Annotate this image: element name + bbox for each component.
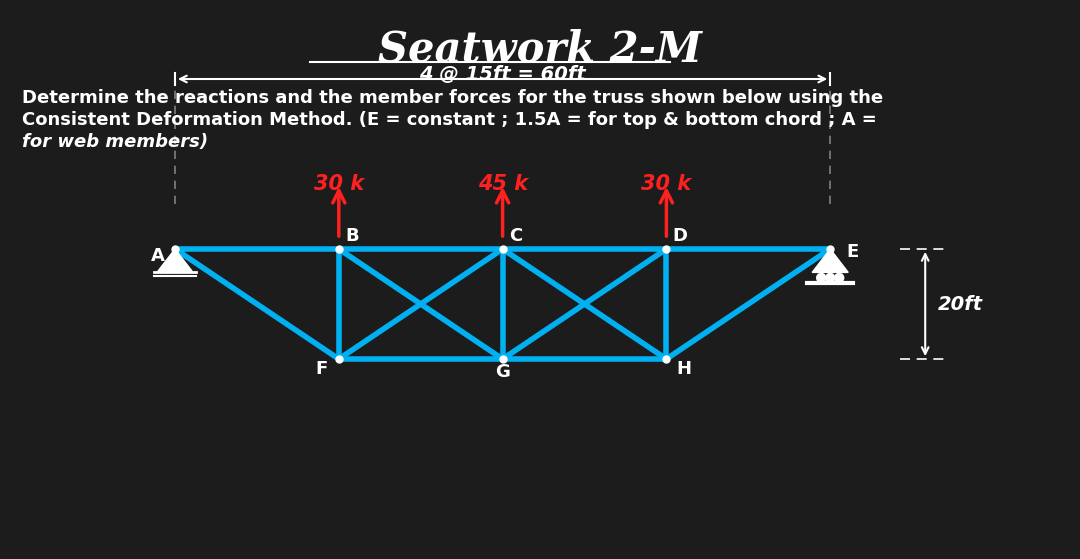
Circle shape — [826, 273, 835, 282]
Text: E: E — [846, 243, 859, 261]
Polygon shape — [157, 249, 193, 272]
Text: Seatwork 2-M: Seatwork 2-M — [378, 29, 702, 71]
Polygon shape — [812, 249, 848, 272]
Text: 30 k: 30 k — [642, 174, 691, 194]
Circle shape — [835, 273, 843, 282]
Text: 20ft: 20ft — [939, 295, 983, 314]
Text: A: A — [150, 247, 164, 264]
Text: Consistent Deformation Method. (E = constant ; 1.5A = for top & bottom chord ; A: Consistent Deformation Method. (E = cons… — [22, 111, 877, 129]
Text: 30 k: 30 k — [313, 174, 364, 194]
Text: for web members): for web members) — [22, 133, 208, 151]
Text: H: H — [676, 360, 691, 378]
Text: G: G — [495, 363, 510, 381]
Text: F: F — [315, 360, 327, 378]
Text: 4 @ 15ft = 60ft: 4 @ 15ft = 60ft — [419, 65, 586, 84]
Text: B: B — [346, 227, 359, 245]
Text: Determine the reactions and the member forces for the truss shown below using th: Determine the reactions and the member f… — [22, 89, 883, 107]
Circle shape — [816, 273, 826, 282]
Text: D: D — [672, 227, 687, 245]
Text: 45 k: 45 k — [477, 174, 528, 194]
Text: C: C — [509, 227, 523, 245]
